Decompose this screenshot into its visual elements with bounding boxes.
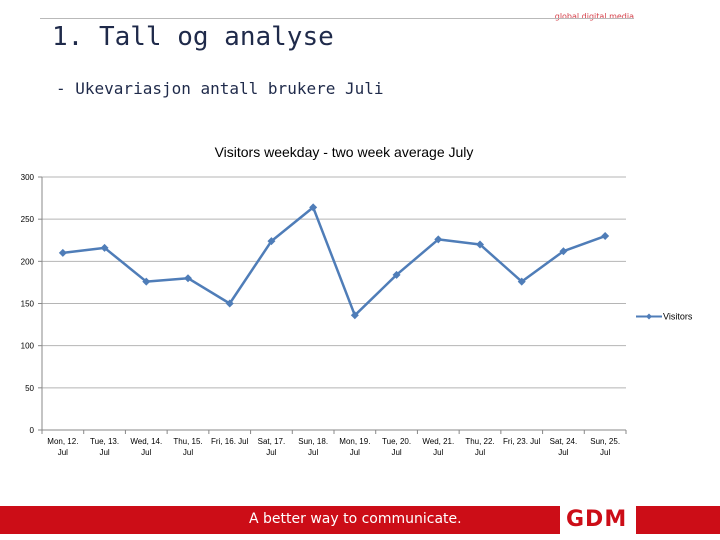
brand-tagline: global digital media [554, 12, 634, 21]
y-tick-label: 150 [21, 300, 35, 309]
series-line-visitors [62, 206, 606, 317]
y-tick-label: 50 [25, 384, 34, 393]
x-tick-label: Mon, 12. Jul [47, 437, 78, 457]
data-point [100, 243, 109, 252]
data-point [601, 232, 610, 241]
x-tick-label: Wed, 21. Jul [422, 437, 454, 457]
footer-bar: A better way to communicate. GDM [0, 506, 720, 534]
y-tick-label: 300 [21, 173, 35, 182]
legend-marker [646, 313, 652, 320]
chart-title: Visitors weekday - two week average July [215, 144, 474, 160]
data-point [517, 277, 526, 286]
data-point [559, 247, 568, 256]
visitors-line-chart: Visitors weekday - two week average July… [21, 144, 693, 457]
footer-slogan: A better way to communicate. [249, 511, 462, 527]
data-point [184, 274, 192, 283]
data-point [225, 299, 234, 308]
y-tick-label: 100 [21, 342, 35, 351]
x-tick-label: Sat, 24. Jul [550, 437, 578, 457]
y-tick-label: 200 [21, 257, 35, 266]
gdm-logo: GDM [560, 506, 636, 534]
data-point [350, 311, 359, 320]
slide-subtitle: - Ukevariasjon antall brukere Juli [56, 79, 384, 98]
x-tick-label: Wed, 14. Jul [130, 437, 162, 457]
data-point [58, 248, 67, 257]
data-point [392, 270, 401, 279]
data-point [434, 235, 443, 244]
data-point [476, 240, 484, 249]
x-tick-label: Fri, 23. Jul [503, 437, 541, 446]
gdm-logo-text: GDM [566, 507, 628, 532]
x-tick-label: Tue, 13. Jul [90, 437, 119, 457]
data-point [267, 237, 276, 246]
x-tick-label: Sun, 18. Jul [298, 437, 328, 457]
x-tick-label: Fri, 16. Jul [211, 437, 249, 446]
data-point [309, 203, 318, 212]
x-tick-label: Mon, 19. Jul [339, 437, 370, 457]
header-divider [40, 18, 634, 19]
y-tick-label: 250 [21, 215, 35, 224]
y-tick-label: 0 [30, 426, 35, 435]
data-point [142, 277, 151, 286]
slide-title: 1. Tall og analyse [52, 22, 334, 52]
x-tick-label: Thu, 22. Jul [465, 437, 494, 457]
x-tick-label: Tue, 20. Jul [382, 437, 411, 457]
x-tick-label: Sun, 25. Jul [590, 437, 620, 457]
x-tick-label: Sat, 17. Jul [258, 437, 286, 457]
x-tick-label: Thu, 15. Jul [173, 437, 202, 457]
legend-label: Visitors [663, 312, 693, 322]
